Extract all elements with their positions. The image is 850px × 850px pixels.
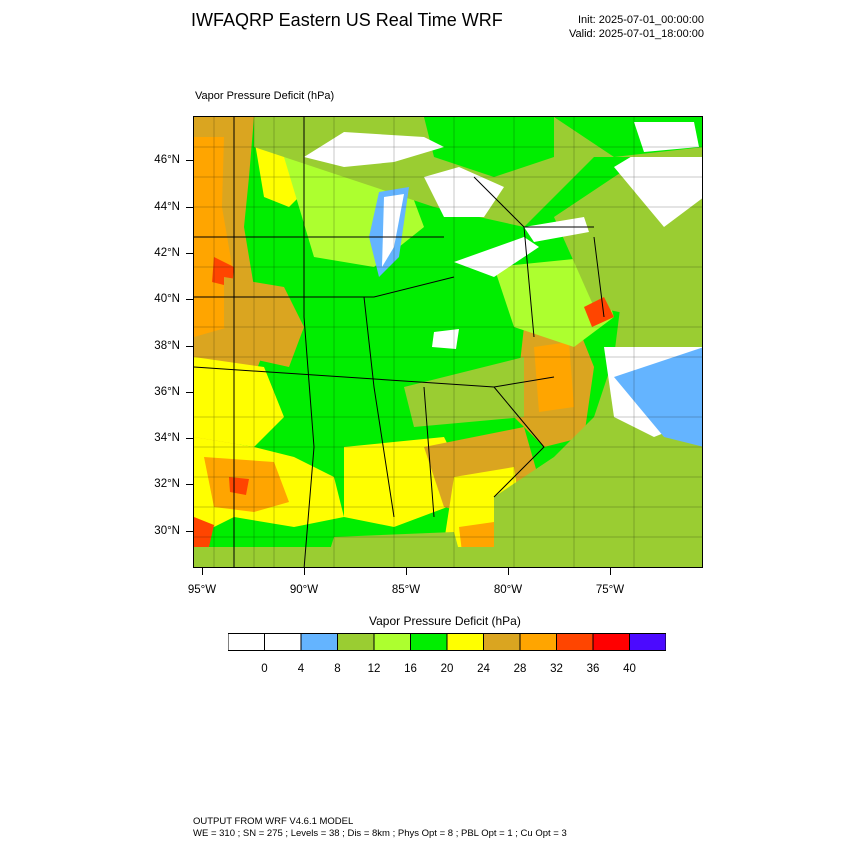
footer-line-2: WE = 310 ; SN = 275 ; Levels = 38 ; Dis … bbox=[193, 828, 567, 839]
lon-label-85w: 85°W bbox=[391, 584, 421, 596]
lat-tick bbox=[186, 392, 193, 393]
lon-label-75w: 75°W bbox=[595, 584, 625, 596]
colorbar-label: 0 bbox=[261, 663, 268, 675]
colorbar-label: 28 bbox=[513, 663, 527, 675]
init-valid-times: Init: 2025-07-01_00:00:00 Valid: 2025-07… bbox=[540, 13, 704, 41]
map-canvas bbox=[194, 117, 702, 567]
lat-label-42n: 42°N bbox=[154, 247, 180, 259]
colorbar-box bbox=[519, 633, 557, 651]
colorbar-box bbox=[592, 633, 630, 651]
colorbar-box bbox=[300, 633, 338, 651]
colorbar-title: Vapor Pressure Deficit (hPa) bbox=[369, 614, 521, 628]
footer-line-1: OUTPUT FROM WRF V4.6.1 MODEL bbox=[193, 816, 354, 827]
lat-tick bbox=[186, 253, 193, 254]
lon-tick bbox=[202, 568, 203, 575]
lon-label-95w: 95°W bbox=[187, 584, 217, 596]
colorbar-box bbox=[228, 633, 265, 651]
colorbar-box bbox=[373, 633, 411, 651]
lat-tick bbox=[186, 531, 193, 532]
vpd-map bbox=[193, 116, 703, 568]
lat-label-36n: 36°N bbox=[154, 386, 180, 398]
lat-label-40n: 40°N bbox=[154, 293, 180, 305]
colorbar-label: 8 bbox=[334, 663, 341, 675]
lat-tick bbox=[186, 207, 193, 208]
lat-label-34n: 34°N bbox=[154, 432, 180, 444]
lon-label-90w: 90°W bbox=[289, 584, 319, 596]
lat-label-44n: 44°N bbox=[154, 201, 180, 213]
colorbar-box bbox=[337, 633, 375, 651]
colorbar-box bbox=[556, 633, 594, 651]
model-info-footer: OUTPUT FROM WRF V4.6.1 MODEL WE = 310 ; … bbox=[193, 816, 567, 840]
colorbar-box bbox=[446, 633, 484, 651]
init-time: Init: 2025-07-01_00:00:00 bbox=[578, 14, 704, 26]
lat-label-38n: 38°N bbox=[154, 340, 180, 352]
field-label: Vapor Pressure Deficit (hPa) bbox=[195, 90, 335, 102]
colorbar-label: 20 bbox=[440, 663, 454, 675]
valid-time: Valid: 2025-07-01_18:00:00 bbox=[569, 28, 704, 40]
lon-tick bbox=[304, 568, 305, 575]
colorbar-label: 12 bbox=[367, 663, 381, 675]
lon-label-80w: 80°W bbox=[493, 584, 523, 596]
lat-label-32n: 32°N bbox=[154, 478, 180, 490]
lat-tick bbox=[186, 438, 193, 439]
colorbar-label: 36 bbox=[586, 663, 600, 675]
colorbar-label: 24 bbox=[477, 663, 490, 675]
main-title: IWFAQRP Eastern US Real Time WRF bbox=[191, 10, 503, 30]
lon-tick bbox=[610, 568, 611, 575]
lon-tick bbox=[508, 568, 509, 575]
colorbar-box bbox=[483, 633, 521, 651]
colorbar-box bbox=[264, 633, 302, 651]
lon-tick bbox=[406, 568, 407, 575]
colorbar-label: 40 bbox=[623, 663, 636, 675]
colorbar bbox=[228, 633, 666, 651]
lat-tick bbox=[186, 299, 193, 300]
colorbar-box bbox=[629, 633, 666, 651]
colorbar-box bbox=[410, 633, 448, 651]
colorbar-label: 32 bbox=[550, 663, 563, 675]
lat-tick bbox=[186, 484, 193, 485]
lat-label-30n: 30°N bbox=[154, 525, 180, 537]
lat-tick bbox=[186, 160, 193, 161]
lat-tick bbox=[186, 346, 193, 347]
colorbar-label: 4 bbox=[297, 663, 305, 675]
colorbar-label: 16 bbox=[404, 663, 417, 675]
lat-label-46n: 46°N bbox=[154, 154, 180, 166]
